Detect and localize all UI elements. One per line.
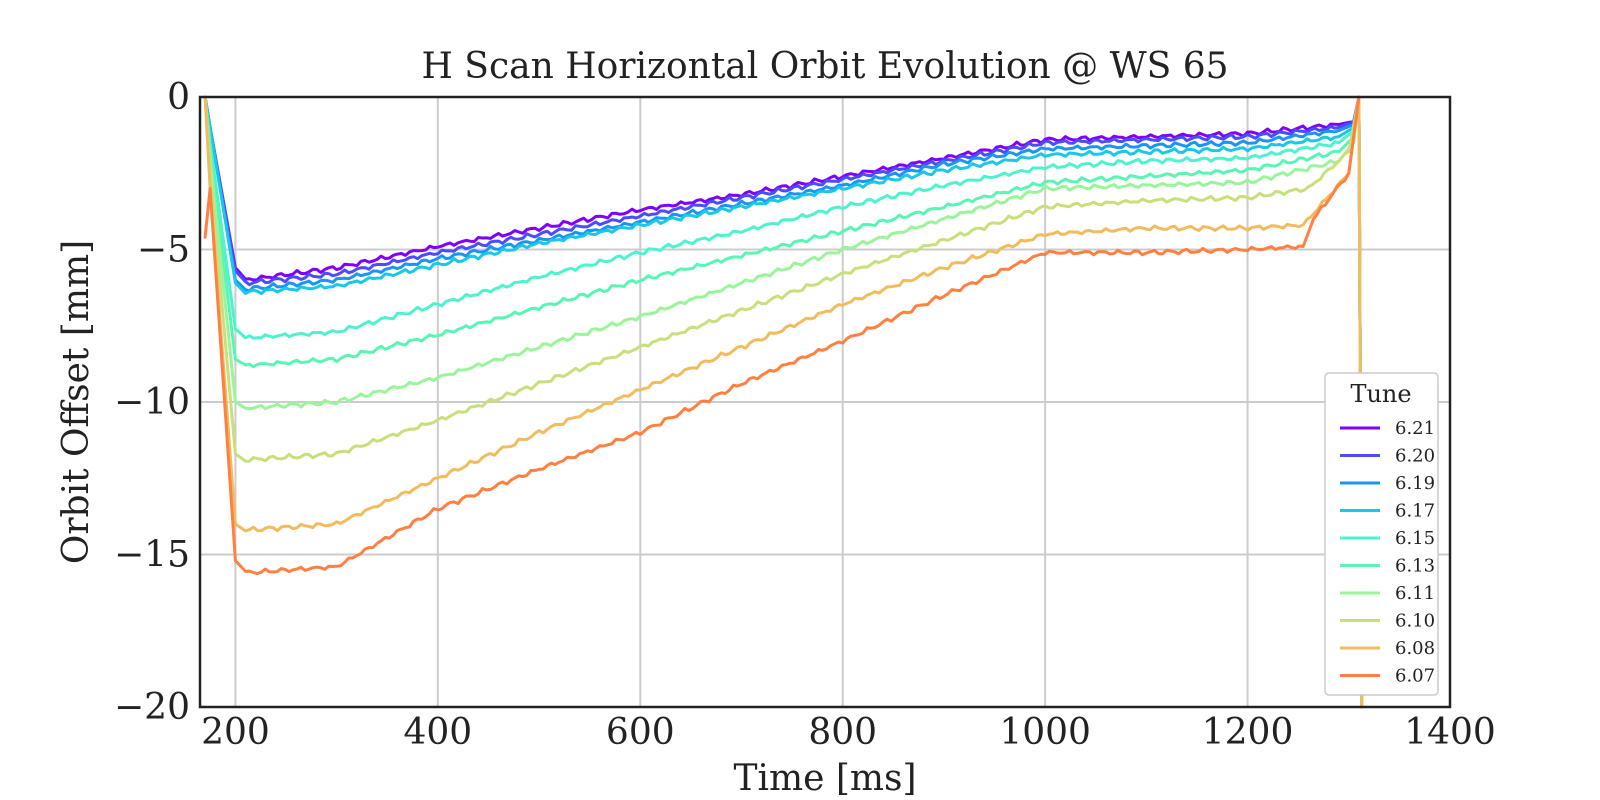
series-line-6-17	[203, 95, 1364, 709]
legend-label: 6.13	[1395, 556, 1435, 577]
chart-title: H Scan Horizontal Orbit Evolution @ WS 6…	[421, 46, 1228, 87]
series-line-6-20	[203, 95, 1364, 709]
legend-label: 6.08	[1395, 638, 1435, 659]
legend-items: 6.21 6.20 6.19 6.17 6.15 6.13 6.11 6.10 6.08 6.07	[1340, 418, 1435, 687]
y-tick-label: −20	[114, 687, 190, 728]
legend: Tune 6.21 6.20 6.19 6.17 6.15 6.13 6.11 6.10 6.0…	[1324, 372, 1439, 696]
legend-label: 6.07	[1395, 666, 1435, 687]
x-tick-label: 1000	[999, 712, 1091, 753]
series-lines	[203, 95, 1364, 709]
y-tick-label: −15	[114, 535, 190, 576]
series-group	[203, 95, 1364, 709]
legend-label: 6.19	[1395, 473, 1435, 494]
y-axis-label: Orbit Offset [mm]	[56, 240, 97, 564]
legend-label: 6.17	[1395, 501, 1435, 522]
series-line-6-15	[203, 95, 1364, 709]
x-tick-label: 1200	[1202, 712, 1294, 753]
plot-frame	[198, 95, 1452, 709]
x-tick-label: 1400	[1404, 712, 1496, 753]
legend-label: 6.15	[1395, 528, 1435, 549]
series-line-6-10	[203, 95, 1364, 709]
legend-box	[1324, 372, 1439, 696]
y-tick-label: −5	[137, 230, 190, 271]
x-tick-label: 800	[808, 712, 877, 753]
y-tick-label: −10	[114, 382, 190, 423]
series-line-6-07	[203, 95, 1361, 576]
legend-title: Tune	[1350, 380, 1411, 408]
legend-label: 6.11	[1395, 583, 1435, 604]
legend-label: 6.20	[1395, 446, 1435, 467]
series-line-6-11	[203, 95, 1364, 709]
series-line-6-13	[203, 95, 1364, 709]
series-line-6-19	[203, 95, 1364, 709]
y-tick-label: 0	[167, 77, 190, 118]
legend-label: 6.21	[1395, 418, 1435, 439]
legend-label: 6.10	[1395, 611, 1435, 632]
x-tick-label: 200	[201, 712, 270, 753]
ticks: 200 400 600 800 1000 1200 1400 0 −5 −10 −15 −20	[114, 77, 1496, 753]
series-line-6-08	[203, 95, 1364, 709]
x-tick-label: 400	[403, 712, 472, 753]
x-tick-label: 600	[606, 712, 675, 753]
x-axis-label: Time [ms]	[733, 758, 916, 799]
